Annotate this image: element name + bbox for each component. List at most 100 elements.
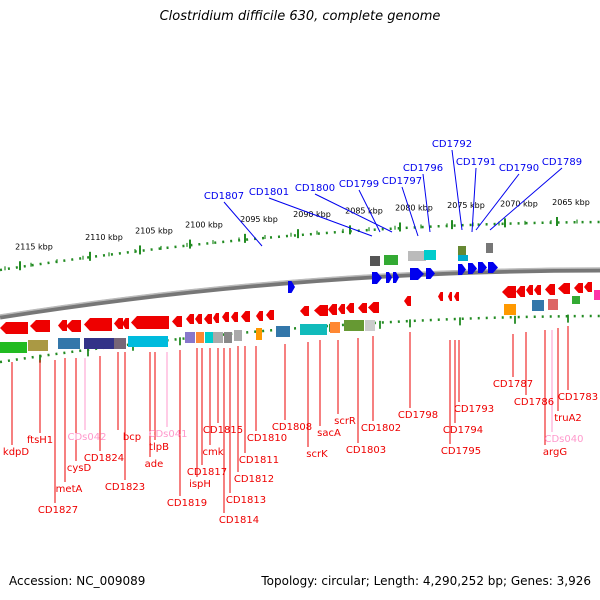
- scale-label: 2100 kbp: [185, 221, 223, 230]
- scale-label: 2085 kbp: [345, 206, 383, 215]
- gene-label-cd1794: CD1794: [443, 425, 483, 436]
- cog-colored-box: [256, 328, 262, 340]
- gene-label-tlpb: tlpB: [149, 442, 169, 453]
- gene-label-cd1813: CD1813: [226, 495, 266, 506]
- gene-label-argg: argG: [543, 447, 567, 458]
- cog-colored-box: [344, 320, 364, 331]
- forward-gene-arrow: [393, 272, 399, 283]
- reverse-gene-arrow: [454, 292, 459, 301]
- gene-leader-line: [471, 167, 477, 233]
- gene-label-cd1814: CD1814: [219, 515, 259, 526]
- gene-label-cd1803: CD1803: [346, 445, 386, 456]
- gene-label-cd1808: CD1808: [272, 422, 312, 433]
- reverse-gene-arrow: [338, 304, 345, 314]
- gene-label-cd1792: CD1792: [432, 139, 472, 150]
- scale-label: 2065 kbp: [552, 198, 590, 207]
- gene-label-cysd: cysD: [67, 463, 92, 474]
- reverse-gene-arrow: [526, 285, 533, 295]
- reverse-gene-arrow: [502, 286, 516, 298]
- cog-colored-box: [384, 255, 398, 265]
- gene-label-bcp: bcp: [123, 432, 141, 443]
- gene-label-cd1801: CD1801: [249, 187, 289, 198]
- reverse-gene-arrow: [534, 285, 541, 295]
- gene-label-cd1810: CD1810: [247, 433, 287, 444]
- gene-label-scrr: scrR: [334, 416, 356, 427]
- reverse-gene-arrow: [204, 314, 212, 324]
- reverse-gene-arrow: [346, 303, 354, 313]
- gene-label-cds041: CDs041: [149, 429, 188, 440]
- topology-text: Topology: circular; Length: 4,290,252 bp…: [261, 574, 591, 588]
- gene-label-cd1819: CD1819: [167, 498, 207, 509]
- cog-colored-box: [424, 250, 436, 260]
- cog-colored-box: [185, 332, 195, 343]
- gene-label-cd1802: CD1802: [361, 423, 401, 434]
- reverse-gene-arrow: [186, 314, 194, 324]
- reverse-gene-arrow: [84, 318, 112, 331]
- cog-colored-box: [408, 251, 426, 261]
- gene-label-cd1799: CD1799: [339, 179, 379, 190]
- reverse-gene-arrow: [213, 313, 219, 323]
- gene-label-cds042: CDs042: [68, 432, 107, 443]
- gene-leader-line: [268, 197, 373, 237]
- cog-colored-box: [532, 300, 544, 311]
- forward-gene-arrow: [458, 264, 466, 275]
- reverse-gene-arrow: [404, 296, 411, 306]
- reverse-gene-arrow: [328, 304, 337, 315]
- scale-dotted-outer: [0, 220, 600, 272]
- reverse-gene-arrow: [241, 311, 250, 322]
- scale-label: 2075 kbp: [447, 201, 485, 210]
- gene-leader-line: [422, 173, 431, 233]
- cog-colored-box: [114, 338, 126, 349]
- gene-leader-line: [314, 193, 393, 233]
- cog-colored-box: [458, 255, 468, 261]
- gene-label-cd1783: CD1783: [558, 392, 598, 403]
- accession-text: Accession: NC_009089: [9, 574, 146, 588]
- gene-label-cd1796: CD1796: [403, 163, 443, 174]
- gene-label-cd1827: CD1827: [38, 505, 78, 516]
- cog-colored-box: [548, 299, 558, 310]
- gene-label-cd1817: CD1817: [187, 467, 227, 478]
- cog-colored-box: [205, 332, 213, 343]
- gene-label-cd1815: CD1815: [203, 425, 243, 436]
- gene-leader-line: [451, 149, 463, 231]
- reverse-gene-arrow: [545, 284, 555, 295]
- gene-label-meta: metA: [56, 484, 83, 495]
- scale-label: 2080 kbp: [395, 203, 433, 212]
- reverse-gene-arrow: [122, 318, 129, 329]
- gene-label-cd1797: CD1797: [382, 176, 422, 187]
- gene-label-cd1811: CD1811: [239, 455, 279, 466]
- gene-label-cmk: cmk: [202, 447, 223, 458]
- cog-colored-box: [365, 320, 375, 331]
- reverse-gene-arrow: [368, 302, 379, 313]
- reverse-gene-arrow: [584, 282, 592, 292]
- map-background: 2115 kbp 2110 kbp 2105 kbp 2100 kbp 2095 kbp…: [0, 198, 600, 364]
- cog-colored-box: [276, 326, 290, 337]
- reverse-gene-arrow: [58, 320, 67, 331]
- cog-colored-box: [572, 296, 580, 304]
- gene-label-ade: ade: [145, 459, 164, 470]
- gene-label-cd1789: CD1789: [542, 157, 582, 168]
- scale-label: 2095 kbp: [240, 215, 278, 224]
- gene-leader-line: [489, 167, 563, 231]
- reverse-gene-arrow: [516, 286, 525, 297]
- reverse-gene-arrow: [574, 283, 583, 293]
- gene-label-kdpd: kdpD: [3, 447, 29, 458]
- forward-gene-arrow: [410, 268, 424, 280]
- gene-leader-line: [223, 201, 263, 247]
- forward-gene-arrow: [468, 263, 477, 274]
- gene-label-cd1787: CD1787: [493, 379, 533, 390]
- reverse-gene-arrow: [66, 320, 81, 332]
- gene-label-cd1807: CD1807: [204, 191, 244, 202]
- reverse-gene-arrow: [358, 303, 367, 313]
- reverse-gene-arrow: [131, 316, 169, 329]
- gene-tracks: [0, 243, 600, 353]
- gene-label-cd1790: CD1790: [499, 163, 539, 174]
- gene-label-cd1793: CD1793: [454, 404, 494, 415]
- reverse-gene-arrow: [558, 283, 570, 294]
- scale-label: 2115 kbp: [15, 242, 53, 251]
- cog-colored-box: [84, 338, 114, 349]
- cog-colored-box: [196, 332, 204, 343]
- reverse-gene-arrow: [266, 310, 274, 320]
